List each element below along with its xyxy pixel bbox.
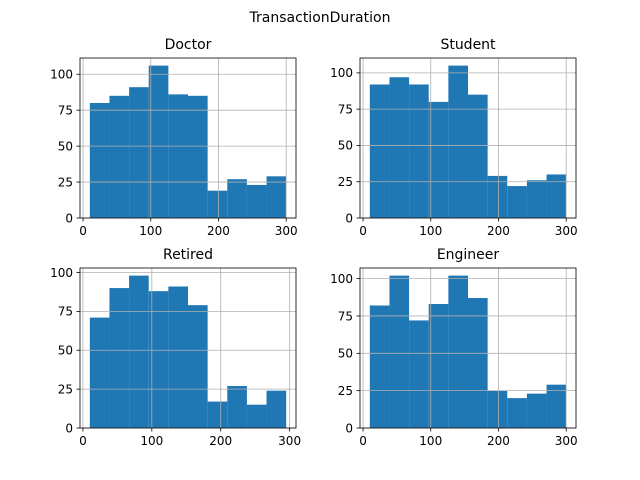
histogram-bar (168, 286, 188, 428)
x-tick-label: 0 (79, 224, 87, 238)
histogram-bar (246, 184, 267, 218)
histogram-bar (526, 180, 547, 218)
y-tick-label: 100 (50, 266, 73, 280)
figure-title: TransactionDuration (249, 10, 391, 26)
histogram-bar (129, 275, 149, 428)
histogram-bar (409, 320, 429, 428)
histogram-bar (129, 87, 149, 218)
histogram-bar (227, 386, 247, 428)
histogram-bar (487, 175, 508, 218)
subplot-title: Student (440, 37, 496, 53)
y-tick-label: 0 (65, 211, 73, 225)
subplot-grid: 0 100 200 300 0 25 50 75 100 Doctor 0 100 200 300 0 25 5… (50, 37, 578, 448)
x-tick-label: 100 (419, 434, 442, 448)
histogram-bar (389, 77, 410, 218)
histogram-bar (448, 65, 468, 218)
x-tick-label: 300 (555, 224, 578, 238)
histogram-bar (89, 102, 110, 218)
histogram-bar (428, 304, 449, 428)
y-tick-label: 25 (338, 384, 353, 398)
histogram-bar (188, 305, 208, 428)
subplot-engineer: 0 100 200 300 0 25 50 75 100 Engineer (330, 247, 578, 448)
subplot-retired: 0 100 200 300 0 25 50 75 100 Retired (50, 247, 301, 448)
histogram-bar (546, 174, 567, 218)
axes-frame (79, 267, 297, 429)
x-tick-label: 200 (487, 434, 510, 448)
y-tick-label: 0 (345, 211, 353, 225)
x-tick-label: 0 (79, 434, 87, 448)
subplot-title: Engineer (437, 247, 500, 263)
y-tick-label: 100 (330, 272, 353, 286)
histogram-bar (507, 398, 527, 428)
x-tick-label: 200 (487, 224, 510, 238)
y-tick-label: 75 (338, 102, 353, 116)
subplot-title: Doctor (165, 37, 212, 53)
y-tick-label: 50 (58, 139, 73, 153)
histogram-bar (148, 65, 169, 218)
y-tick-label: 25 (338, 175, 353, 189)
y-tick-label: 0 (65, 421, 73, 435)
histogram-bar (266, 176, 287, 218)
y-tick-label: 75 (58, 103, 73, 117)
subplot-doctor: 0 100 200 300 0 25 50 75 100 Doctor (50, 37, 298, 238)
y-tick-label: 50 (338, 139, 353, 153)
x-tick-label: 200 (209, 434, 232, 448)
histogram-bar (207, 401, 228, 428)
histogram-bar (109, 288, 130, 428)
axes-frame (359, 57, 577, 219)
histogram-bar (188, 95, 208, 218)
histogram-bar (266, 390, 287, 428)
axes-frame (79, 57, 297, 219)
subplot-title: Retired (163, 247, 213, 263)
y-tick-label: 75 (58, 305, 73, 319)
histogram-bar (487, 390, 508, 428)
x-tick-label: 200 (207, 224, 230, 238)
histogram-bar (89, 317, 110, 428)
histogram-bar (448, 275, 468, 428)
histogram-bar (148, 291, 169, 428)
histogram-bar (468, 94, 488, 218)
axes-frame (359, 267, 577, 429)
histogram-bar (168, 94, 188, 218)
x-tick-label: 100 (139, 224, 162, 238)
histogram-bar (409, 84, 429, 218)
x-tick-label: 300 (555, 434, 578, 448)
x-tick-label: 0 (359, 224, 367, 238)
y-tick-label: 50 (338, 347, 353, 361)
x-tick-label: 100 (140, 434, 163, 448)
y-tick-label: 100 (50, 68, 73, 82)
y-tick-label: 25 (58, 382, 73, 396)
histogram-bar (546, 384, 567, 428)
histogram-bar (207, 190, 228, 218)
histogram-bar (389, 275, 410, 428)
x-tick-label: 0 (359, 434, 367, 448)
histogram-bar (428, 101, 449, 218)
y-tick-label: 50 (58, 344, 73, 358)
histogram-bar (369, 84, 390, 218)
x-tick-label: 300 (278, 434, 301, 448)
histogram-bar (507, 186, 527, 218)
y-tick-label: 75 (338, 309, 353, 323)
x-tick-label: 100 (419, 224, 442, 238)
histogram-bar (246, 404, 267, 428)
histogram-bar (526, 393, 547, 428)
y-tick-label: 0 (345, 421, 353, 435)
histogram-bar (109, 95, 130, 218)
y-tick-label: 100 (330, 66, 353, 80)
histogram-bar (468, 298, 488, 428)
subplot-student: 0 100 200 300 0 25 50 75 100 Student (330, 37, 578, 238)
histogram-bar (227, 179, 247, 218)
histogram-bar (369, 305, 390, 428)
x-tick-label: 300 (275, 224, 298, 238)
y-tick-label: 25 (58, 175, 73, 189)
